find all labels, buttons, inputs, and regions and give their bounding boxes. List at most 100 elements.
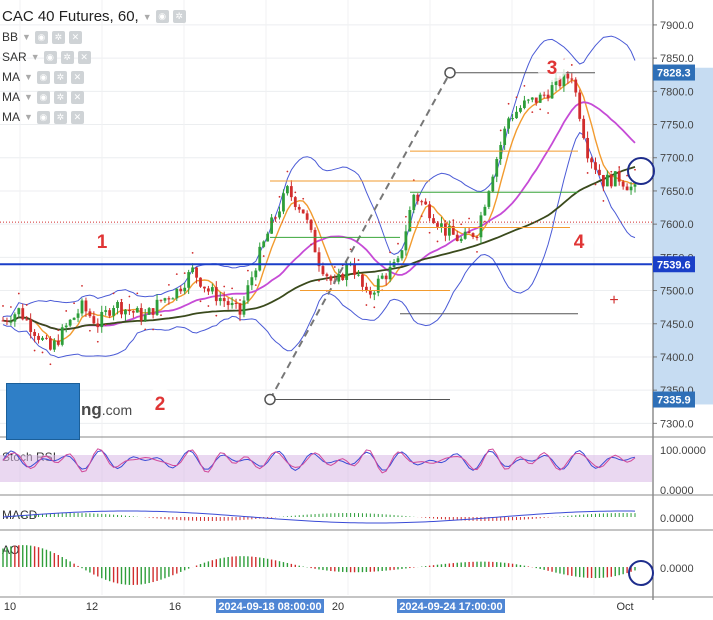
candle-body (570, 78, 574, 80)
price-badge (653, 391, 695, 408)
indicator-row[interactable]: SAR ▼ ◉ ✲ ✕ (2, 50, 91, 64)
candle-body (479, 215, 483, 238)
annotation-bubble (145, 388, 175, 418)
eye-icon[interactable]: ◉ (155, 10, 169, 23)
close-icon[interactable]: ✕ (70, 110, 84, 124)
candle-body (436, 223, 439, 227)
chevron-down-icon[interactable]: ▼ (22, 32, 31, 42)
eye-icon[interactable]: ◉ (36, 90, 50, 104)
sar-dot (41, 351, 44, 354)
gear-icon[interactable]: ✲ (51, 30, 65, 44)
gear-icon[interactable]: ✲ (53, 110, 67, 124)
indicator-label: MA (2, 70, 20, 84)
candle-body (21, 308, 25, 320)
close-icon[interactable]: ✕ (70, 70, 84, 84)
candle-body (112, 307, 115, 316)
candle-body (80, 300, 84, 314)
sar-dot (73, 302, 75, 305)
sar-dot (231, 287, 234, 290)
close-icon[interactable]: ✕ (70, 90, 84, 104)
sar-dot (254, 284, 257, 287)
sar-dot (570, 64, 573, 66)
candle-body (199, 277, 202, 287)
candle-body (400, 250, 404, 259)
indicator-row[interactable]: BB ▼ ◉ ✲ ✕ (2, 30, 82, 44)
candle-body (246, 285, 250, 301)
indicator-label: BB (2, 30, 19, 44)
candle-body (625, 186, 629, 191)
eye-icon[interactable]: ◉ (34, 30, 48, 44)
sar-dot (223, 285, 226, 288)
sar-dot (10, 306, 12, 308)
sar-dot (144, 328, 147, 331)
candle-body (503, 128, 507, 146)
eye-icon[interactable]: ◉ (43, 50, 57, 64)
chevron-down-icon[interactable]: ▼ (24, 112, 33, 122)
candle-body (495, 159, 499, 177)
gear-icon[interactable]: ✲ (53, 90, 67, 104)
chevron-down-icon[interactable]: ▼ (24, 72, 33, 82)
chevron-down-icon[interactable]: ▼ (30, 52, 40, 62)
sar-dot (160, 314, 162, 317)
chevron-down-icon[interactable]: ▼ (24, 92, 33, 102)
panel-tick-label: 0.0000 (660, 513, 694, 525)
indicator-row[interactable]: MA ▼ ◉ ✲ ✕ (2, 90, 84, 104)
candle-body (128, 309, 131, 312)
candle-body (274, 217, 277, 219)
candle-body (135, 308, 139, 313)
candle-body (459, 238, 463, 242)
candle-body (242, 300, 246, 315)
candle-body (13, 314, 17, 322)
candle-body (301, 209, 305, 214)
indicator-row[interactable]: MA ▼ ◉ ✲ ✕ (2, 110, 84, 124)
gear-icon[interactable]: ✲ (172, 10, 186, 23)
candle-body (538, 94, 542, 103)
annotation-bubble (537, 52, 567, 82)
eye-icon[interactable]: ◉ (36, 70, 50, 84)
candle-body (309, 219, 313, 230)
anchor-handle (444, 66, 456, 79)
candle-body (293, 197, 297, 207)
close-icon[interactable]: ✕ (77, 50, 91, 64)
candle-body (88, 311, 92, 317)
candle-body (440, 223, 443, 227)
indicator-row[interactable]: MA ▼ ◉ ✲ ✕ (2, 70, 84, 84)
candle-body (266, 233, 270, 242)
stoch-k (2, 449, 636, 471)
candle-body (289, 186, 293, 198)
candle-body (143, 314, 147, 321)
candle-body (104, 310, 108, 312)
close-icon[interactable]: ✕ (68, 30, 82, 44)
gear-icon[interactable]: ✲ (60, 50, 74, 64)
candle-body (467, 231, 471, 234)
panel-tick-label: 0.0000 (660, 485, 694, 497)
chevron-down-icon[interactable]: ▼ (142, 11, 152, 22)
gear-icon[interactable]: ✲ (53, 70, 67, 84)
candle-body (396, 258, 400, 262)
x-highlight-label: 2024-09-18 08:00:00 (218, 601, 321, 613)
candle-body (147, 308, 151, 315)
candle-body (455, 234, 459, 242)
eye-icon[interactable]: ◉ (36, 110, 50, 124)
candle-body (530, 97, 534, 100)
candle-body (52, 340, 56, 350)
candle-body (226, 301, 230, 306)
y-tick-label: 7300.0 (660, 418, 694, 430)
candle-body (523, 100, 526, 108)
chart-marks: +1 2 3 4 (0, 52, 655, 418)
candle-body (526, 99, 530, 101)
candle-body (282, 193, 285, 212)
candle-body (511, 118, 514, 120)
candle-body (218, 298, 222, 302)
sar-dot (349, 248, 352, 251)
candle-body (222, 298, 226, 302)
candle-body (594, 162, 597, 170)
candle-body (56, 340, 60, 345)
candle-body (45, 337, 48, 339)
sar-dot (610, 170, 613, 173)
x-tick-label: 12 (86, 601, 98, 613)
annotation-label: 1 (97, 232, 108, 253)
price-badge-value: 7539.6 (657, 259, 691, 271)
candle-body (507, 118, 510, 129)
